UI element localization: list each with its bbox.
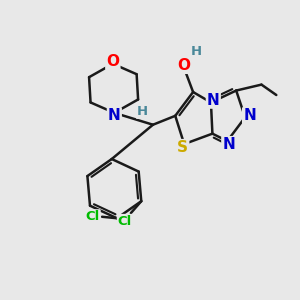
Text: O: O: [178, 58, 191, 73]
Text: N: N: [243, 108, 256, 123]
Text: N: N: [222, 137, 235, 152]
Text: N: N: [207, 93, 220, 108]
Text: H: H: [137, 105, 148, 118]
Text: Cl: Cl: [118, 215, 132, 228]
Text: S: S: [177, 140, 188, 155]
Text: Cl: Cl: [85, 210, 100, 223]
Text: O: O: [106, 54, 119, 69]
Text: N: N: [108, 108, 121, 123]
Text: H: H: [190, 45, 202, 58]
